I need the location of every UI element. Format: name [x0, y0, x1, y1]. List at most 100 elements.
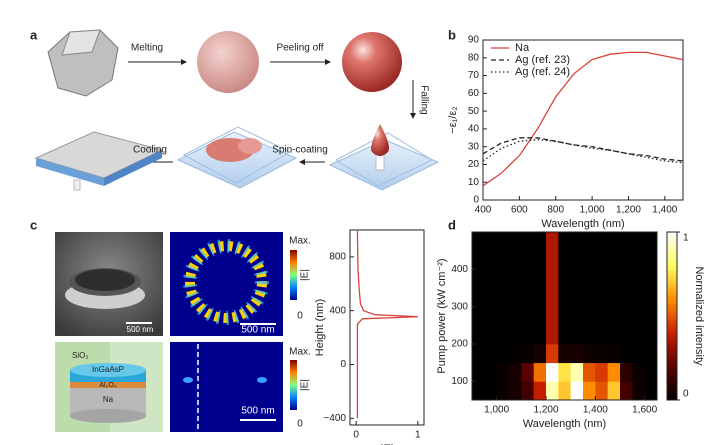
heatmap-cell: [472, 381, 485, 401]
heatmap-cell: [583, 250, 596, 270]
heatmap-cell: [607, 362, 621, 382]
heatmap-cell: [558, 381, 572, 401]
x-tick-label: 1,200: [616, 205, 641, 216]
y-axis-label: −ε₁/ε₂: [447, 106, 459, 133]
heatmap-cell: [484, 232, 498, 252]
colorbar-step: [667, 274, 677, 279]
heatmap-cell: [509, 362, 522, 382]
heatmap-cell: [509, 269, 522, 289]
colorbar-step: [667, 299, 677, 304]
heatmap-cell: [484, 381, 498, 401]
heatmap-cell: [558, 250, 572, 270]
heatmap-cell: [570, 288, 584, 308]
heatmap-cell: [632, 269, 646, 289]
heatmap-cell: [620, 381, 633, 401]
heatmap-cell: [570, 232, 584, 252]
heatmap-cell: [632, 250, 646, 270]
colorbar-step: [667, 341, 677, 346]
colorbar-step: [667, 345, 677, 351]
scale-bar-label: 500 nm: [241, 325, 274, 336]
heatmap-cell: [595, 250, 609, 270]
y-tick-label: 80: [468, 52, 480, 63]
y-tick-label: 0: [340, 359, 346, 370]
heatmap-cell: [509, 250, 522, 270]
heatmap-cell: [595, 344, 609, 364]
y-tick-label: 800: [329, 252, 346, 263]
heatmap-cell: [533, 232, 547, 252]
heatmap-cell: [533, 288, 547, 308]
heatmap-cell: [484, 325, 498, 345]
colorbar-max: Max.: [289, 347, 311, 358]
colorbar-step: [667, 379, 677, 384]
heatmap-cell: [595, 288, 609, 308]
colorbar-step: [667, 395, 677, 401]
colorbar-step: [667, 391, 677, 397]
legend-label: Ag (ref. 24): [515, 66, 570, 78]
heatmap-cell: [607, 288, 621, 308]
scale-bar-label: 500 nm: [241, 406, 274, 417]
colorbar-step: [667, 253, 677, 258]
data-line: [482, 138, 684, 164]
colorbar-frame: [666, 231, 678, 401]
colorbar-step: [667, 328, 677, 334]
colorbar-step: [667, 374, 677, 380]
heatmap-cell: [521, 250, 535, 270]
heatmap-cell: [521, 325, 535, 345]
heatmap-cell: [607, 250, 621, 270]
plot-frame: [349, 229, 425, 426]
heatmap-cell: [583, 344, 596, 364]
data-line: [482, 137, 684, 162]
heatmap-cell: [607, 306, 621, 326]
colorbar-tick-label: 1: [683, 233, 689, 244]
x-tick-label: 1,600: [632, 405, 657, 416]
heatmap-cell: [607, 381, 621, 401]
x-tick-label: 1,200: [533, 405, 558, 416]
heatmap-cell: [509, 306, 522, 326]
heatmap-cell: [558, 325, 572, 345]
heatmap-cell: [620, 362, 633, 382]
heatmap-cell: [644, 232, 658, 252]
heatmap-cell: [644, 362, 658, 382]
colorbar-step: [667, 387, 677, 393]
heatmap-cell: [620, 306, 633, 326]
colorbar-step: [667, 320, 677, 325]
heatmap-cell: [558, 306, 572, 326]
heatmap-cell: [509, 232, 522, 252]
colorbar-tick-label: 0: [683, 389, 689, 400]
heatmap-cell: [644, 250, 658, 270]
heatmap-cell: [583, 325, 596, 345]
y-tick-label: 20: [468, 159, 480, 170]
y-tick-label: 200: [451, 339, 468, 350]
colorbar-step: [667, 303, 677, 309]
heatmap-cell: [607, 232, 621, 252]
heatmap-cell: [533, 344, 547, 364]
heatmap-cell: [472, 232, 485, 252]
x-tick-label: 1: [415, 430, 421, 441]
colorbar-step: [667, 324, 677, 330]
x-tick-label: 800: [547, 205, 564, 216]
x-tick-label: 0: [353, 430, 359, 441]
colorbar-step: [667, 311, 677, 317]
heatmap-cell: [496, 344, 510, 364]
heatmap-cell: [632, 381, 646, 401]
data-line: [482, 51, 684, 187]
data-line: [356, 229, 418, 419]
heatmap-cell: [496, 325, 510, 345]
colorbar-step: [667, 236, 677, 241]
y-tick-label: 10: [468, 177, 480, 188]
x-axis-label: |E|: [380, 443, 393, 445]
colorbar-step: [667, 282, 677, 288]
panel-label: c: [30, 217, 37, 232]
colorbar-step: [667, 316, 677, 321]
heatmap-cell: [484, 269, 498, 289]
heatmap-cell: [570, 325, 584, 345]
heatmap-cell: [484, 250, 498, 270]
heatmap-cell: [472, 250, 485, 270]
heatmap-cell: [521, 344, 535, 364]
legend-label: Na: [515, 42, 530, 54]
heatmap-cell: [533, 381, 547, 401]
colorbar-min: 0: [297, 419, 303, 430]
heatmap-cell: [644, 344, 658, 364]
colorbar-min: 0: [297, 311, 303, 322]
